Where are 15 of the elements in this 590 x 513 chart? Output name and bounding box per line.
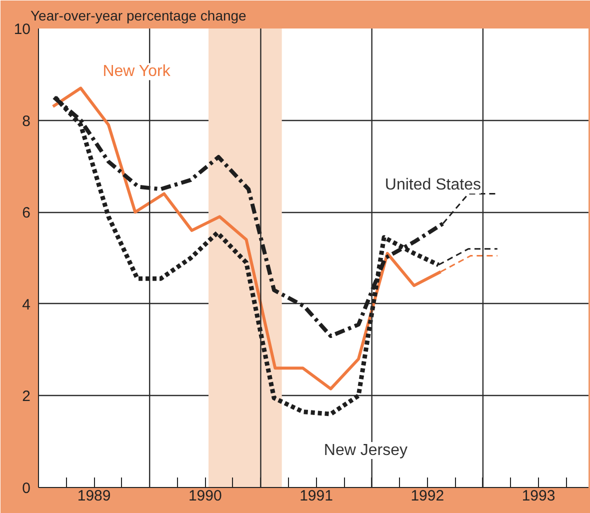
x-tick-label: 1991 <box>300 488 333 504</box>
text: United States <box>384 176 481 194</box>
series-label: New Jersey <box>324 442 408 460</box>
y-axis-title: Year-over-year percentage change <box>30 8 247 24</box>
series-label: New York <box>102 63 172 80</box>
y-tick-label: 8 <box>22 112 30 130</box>
y-tick-label: 6 <box>22 204 30 222</box>
y-tick-label: 2 <box>22 388 30 406</box>
y-tick-label: 0 <box>22 480 30 497</box>
x-tick-label: 1992 <box>410 488 444 504</box>
x-tick-label: 1993 <box>522 488 556 504</box>
x-tick-label: 1990 <box>188 488 222 504</box>
y-tick-label: 10 <box>14 21 31 38</box>
y-tick-label: 4 <box>22 296 30 314</box>
x-tick-label: 1989 <box>77 488 111 504</box>
